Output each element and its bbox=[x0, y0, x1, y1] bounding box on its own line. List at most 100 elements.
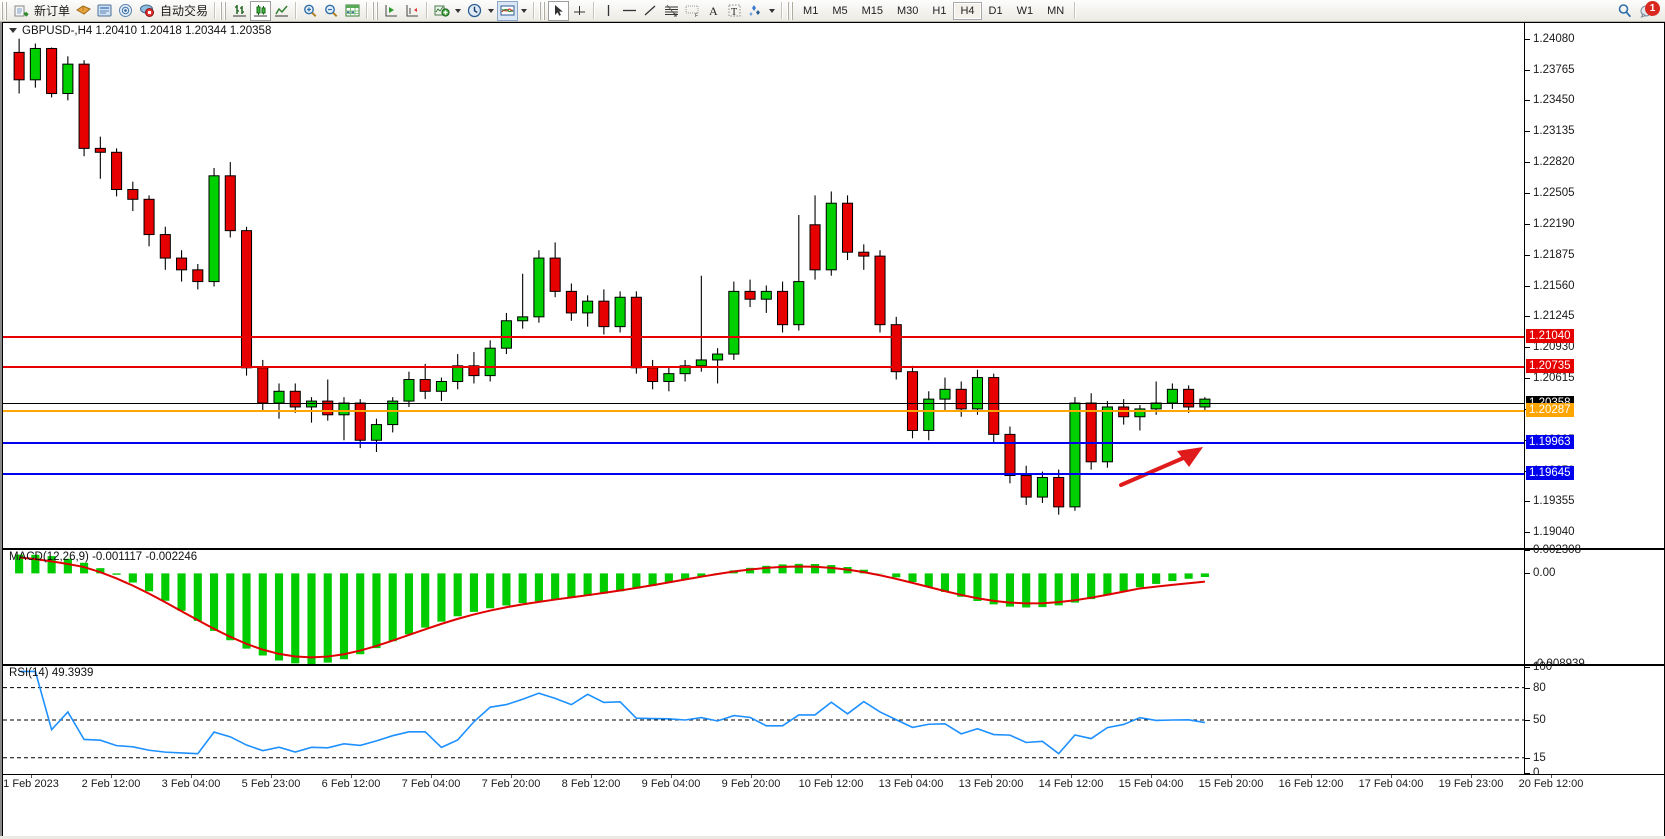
rsi-tick bbox=[1525, 667, 1530, 668]
rsi-axis: 100 80 50 15 0 bbox=[1524, 661, 1664, 779]
cursor-icon[interactable] bbox=[548, 0, 570, 21]
candlestick-chart-icon[interactable] bbox=[250, 0, 272, 21]
expert-advisor-icon[interactable] bbox=[73, 1, 94, 21]
auto-scroll-icon[interactable] bbox=[381, 1, 402, 21]
search-icon[interactable] bbox=[1614, 1, 1635, 21]
text-label-icon[interactable]: T bbox=[724, 1, 745, 21]
time-tick bbox=[1391, 775, 1392, 778]
time-tick-label: 1 Feb 2023 bbox=[3, 778, 59, 790]
rsi-tick-label: 80 bbox=[1533, 681, 1546, 694]
notification-badge: 1 bbox=[1645, 0, 1660, 16]
grid-icon[interactable] bbox=[342, 1, 363, 21]
time-tick bbox=[671, 775, 672, 778]
price-tick-label: 1.23135 bbox=[1533, 125, 1575, 138]
macd-plot[interactable] bbox=[3, 550, 1524, 664]
time-axis[interactable]: 1 Feb 2023 2 Feb 12:00 3 Feb 04:00 5 Feb 23… bbox=[2, 775, 1665, 839]
autotrade-icon[interactable] bbox=[136, 1, 157, 21]
price-tick-label: 1.19040 bbox=[1533, 526, 1575, 539]
timeframe-h1[interactable]: H1 bbox=[932, 4, 947, 17]
signals-icon[interactable] bbox=[115, 1, 136, 21]
timeframe-m30[interactable]: M30 bbox=[897, 4, 919, 17]
toolbar-separator-2 bbox=[295, 2, 298, 19]
toolbar-grip-5[interactable] bbox=[787, 1, 795, 20]
chart-area[interactable]: GBPUSD-,H4 1.20410 1.20418 1.20344 1.203… bbox=[0, 22, 1665, 839]
line-chart-icon[interactable] bbox=[271, 1, 292, 21]
price-plot[interactable] bbox=[3, 23, 1524, 548]
time-tick-label: 9 Feb 04:00 bbox=[641, 778, 701, 790]
timeframe-h4[interactable]: H4 bbox=[953, 1, 982, 20]
toolbar-grip-3[interactable] bbox=[372, 1, 380, 20]
chart-shift-icon[interactable] bbox=[402, 1, 423, 21]
period-icon[interactable] bbox=[464, 1, 485, 21]
horizontal-line-icon[interactable] bbox=[619, 1, 640, 21]
price-level-resistance-2: 1.20735 bbox=[1526, 359, 1574, 374]
toolbar-separator-8 bbox=[1074, 2, 1077, 19]
price-tick bbox=[1525, 532, 1530, 534]
zoom-out-icon[interactable] bbox=[321, 1, 342, 21]
price-tick-label: 1.19355 bbox=[1533, 495, 1575, 508]
timeframe-m1[interactable]: M1 bbox=[803, 4, 819, 17]
rsi-tick bbox=[1525, 773, 1530, 774]
trendline-icon[interactable] bbox=[640, 1, 661, 21]
chart-title-bar[interactable]: GBPUSD-,H4 1.20410 1.20418 1.20344 1.203… bbox=[9, 25, 271, 37]
time-tick-label: 14 Feb 12:00 bbox=[1038, 778, 1104, 790]
price-pane[interactable]: GBPUSD-,H4 1.20410 1.20418 1.20344 1.203… bbox=[2, 22, 1665, 549]
shapes-dropdown-icon[interactable] bbox=[769, 8, 776, 13]
price-level-pivot: 1.20287 bbox=[1526, 403, 1574, 418]
templates-dropdown-icon[interactable] bbox=[521, 8, 528, 13]
price-tick-label: 1.21875 bbox=[1533, 248, 1575, 261]
svg-text:F: F bbox=[695, 13, 698, 18]
time-tick-label: 17 Feb 04:00 bbox=[1358, 778, 1424, 790]
price-tick-label: 1.21560 bbox=[1533, 279, 1575, 292]
svg-text:A: A bbox=[709, 4, 718, 18]
channel-icon[interactable]: F bbox=[682, 1, 703, 21]
toolbar-separator-3 bbox=[366, 2, 369, 19]
indicators-icon[interactable] bbox=[431, 1, 452, 21]
price-level-support-2: 1.19645 bbox=[1526, 466, 1574, 481]
zoom-in-icon[interactable] bbox=[300, 1, 321, 21]
price-tick-label: 1.23765 bbox=[1533, 63, 1575, 76]
notifications-icon[interactable]: 1 bbox=[1635, 0, 1661, 21]
toolbar-grip-2[interactable] bbox=[220, 1, 228, 20]
timeframe-d1[interactable]: D1 bbox=[988, 4, 1003, 17]
svg-text:E: E bbox=[674, 13, 678, 18]
level-line-pivot bbox=[3, 410, 1524, 413]
price-tick bbox=[1525, 223, 1530, 225]
price-tick-label: 1.24080 bbox=[1533, 32, 1575, 45]
new-order-icon[interactable] bbox=[10, 1, 31, 21]
shapes-icon[interactable] bbox=[745, 1, 766, 21]
chart-menu-triangle-icon[interactable] bbox=[9, 28, 17, 33]
toolbar-separator-4 bbox=[426, 2, 429, 19]
timeframe-m15[interactable]: M15 bbox=[861, 4, 883, 17]
rsi-plot[interactable] bbox=[3, 666, 1524, 774]
time-tick-label: 19 Feb 23:00 bbox=[1438, 778, 1504, 790]
macd-tick-label: 0.002308 bbox=[1533, 544, 1581, 556]
data-window-icon[interactable] bbox=[94, 1, 115, 21]
price-axis[interactable]: 1.24080 1.23765 1.23450 1.23135 1.22820 1.225… bbox=[1524, 23, 1664, 548]
crosshair-icon[interactable] bbox=[569, 1, 590, 21]
price-tick bbox=[1525, 316, 1530, 318]
text-icon[interactable]: A bbox=[703, 1, 724, 21]
price-tick bbox=[1525, 378, 1530, 380]
time-tick bbox=[431, 775, 432, 778]
toolbar-grip[interactable] bbox=[1, 1, 8, 20]
time-tick-label: 10 Feb 12:00 bbox=[798, 778, 864, 790]
autotrade-label[interactable]: 自动交易 bbox=[160, 4, 209, 18]
rsi-pane[interactable]: RSI(14) 49.3939 100 80 50 15 0 bbox=[2, 661, 1665, 779]
bar-chart-icon[interactable] bbox=[229, 1, 250, 21]
macd-pane[interactable]: MACD(12,26,9) -0.001117 -0.002246 0.0023… bbox=[2, 544, 1665, 670]
time-tick bbox=[1311, 775, 1312, 778]
new-order-label[interactable]: 新订单 bbox=[34, 4, 71, 18]
timeframe-m5[interactable]: M5 bbox=[832, 4, 848, 17]
indicators-dropdown-icon[interactable] bbox=[455, 8, 462, 13]
rsi-label: RSI(14) 49.3939 bbox=[9, 667, 94, 679]
templates-icon[interactable] bbox=[497, 0, 519, 21]
toolbar-grip-4[interactable] bbox=[539, 1, 547, 20]
vertical-line-icon[interactable] bbox=[598, 1, 619, 21]
timeframe-w1[interactable]: W1 bbox=[1016, 4, 1034, 17]
fibonacci-icon[interactable]: E bbox=[661, 1, 682, 21]
price-tick bbox=[1525, 254, 1530, 256]
timeframe-mn[interactable]: MN bbox=[1047, 4, 1065, 17]
period-dropdown-icon[interactable] bbox=[488, 8, 495, 13]
